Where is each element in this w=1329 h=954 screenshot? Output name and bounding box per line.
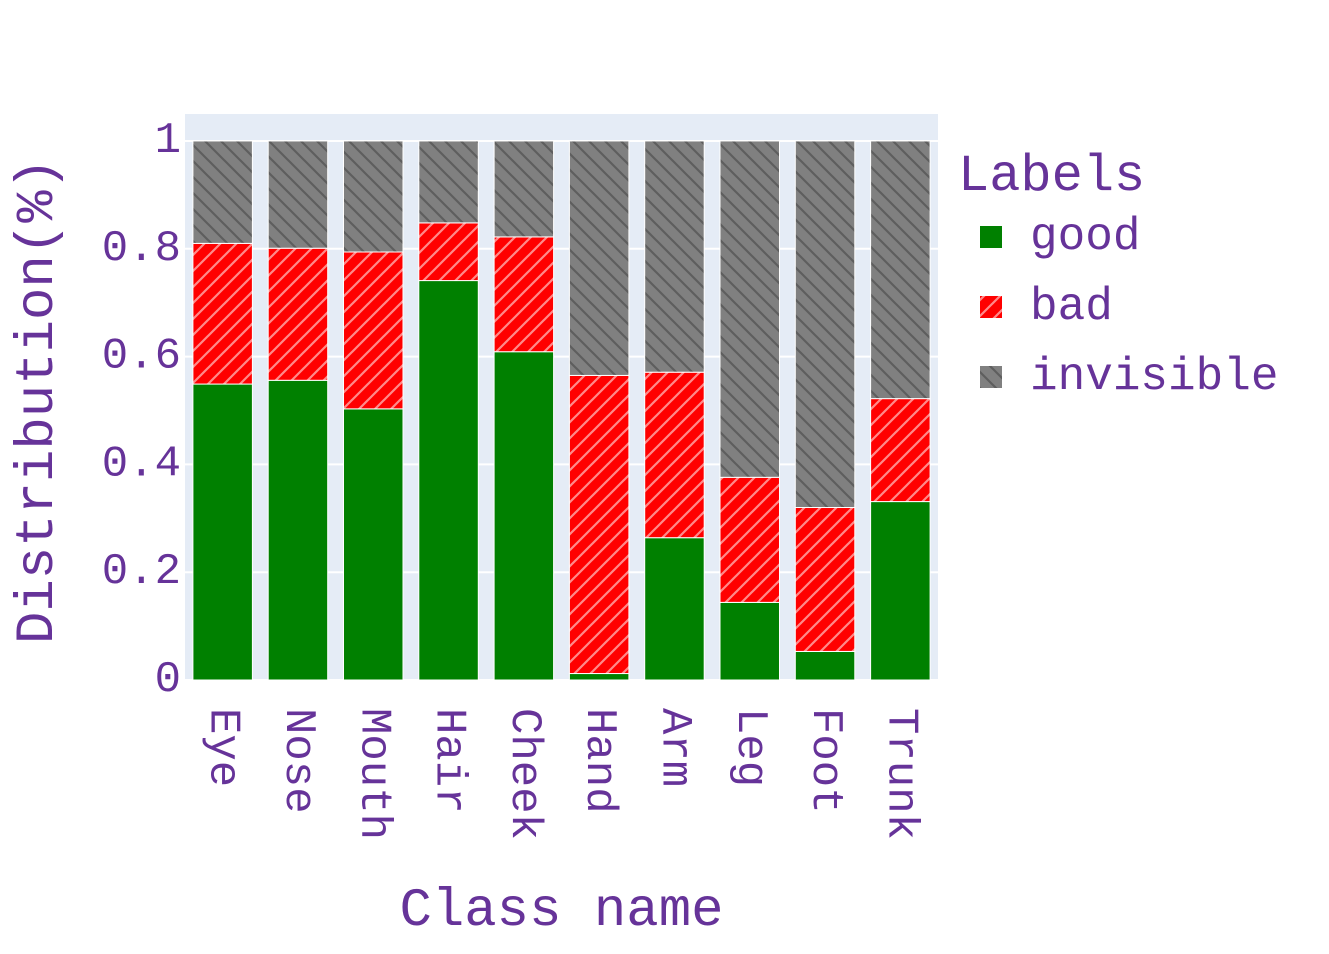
x-tick-label: Foot xyxy=(800,708,850,814)
y-tick-label: 0.4 xyxy=(102,439,181,489)
legend-items: good bad invisible xyxy=(980,211,1278,403)
bar-invisible-cheek xyxy=(493,140,555,238)
bar-good-mouth xyxy=(343,408,404,681)
bar-good-eye xyxy=(192,383,253,681)
bar-bad-mouth xyxy=(343,251,404,410)
bar-good-trunk xyxy=(870,501,931,681)
x-tick-label: Hair xyxy=(424,708,474,814)
legend-swatch-invisible xyxy=(980,366,1002,388)
bar-good-hand xyxy=(568,673,630,681)
legend-label: invisible xyxy=(1030,351,1278,403)
x-tick-label: Arm xyxy=(649,708,699,787)
x-tick-label: Mouth xyxy=(348,708,398,840)
bar-bad-arm xyxy=(644,371,705,539)
bars xyxy=(192,140,931,681)
legend-label: good xyxy=(1030,211,1140,263)
legend: Labels good bad invisible xyxy=(958,147,1278,403)
x-axis-label: Class name xyxy=(399,881,723,942)
x-tick-label: Hand xyxy=(574,708,624,814)
y-tick-labels: 0 0.2 0.4 0.6 0.8 1 xyxy=(102,116,181,705)
legend-item-invisible: invisible xyxy=(980,351,1278,403)
legend-swatch-good xyxy=(980,226,1002,248)
bar-invisible-nose xyxy=(267,140,329,249)
x-tick-label: Leg xyxy=(725,708,775,787)
bar-good-arm xyxy=(644,537,705,681)
legend-item-good: good xyxy=(980,211,1140,263)
bar-invisible-mouth xyxy=(343,140,404,253)
y-tick-label: 1 xyxy=(155,116,181,166)
bar-good-cheek xyxy=(493,351,555,681)
y-axis-label: Distribution(%) xyxy=(8,158,69,644)
legend-title: Labels xyxy=(958,147,1145,206)
bar-invisible-foot xyxy=(794,140,856,509)
bar-invisible-trunk xyxy=(870,140,931,400)
x-tick-label: Nose xyxy=(273,708,323,814)
bar-invisible-hair xyxy=(418,140,479,224)
y-tick-label: 0.2 xyxy=(102,547,181,597)
bar-good-leg xyxy=(719,601,780,681)
x-tick-labels: Eye Nose Mouth Hair Cheek Hand Arm Leg Foot Trunk xyxy=(198,708,926,840)
bar-invisible-arm xyxy=(644,140,705,373)
legend-item-bad: bad xyxy=(980,281,1113,333)
y-tick-label: 0.6 xyxy=(102,332,181,382)
bar-bad-trunk xyxy=(870,398,931,503)
bar-invisible-leg xyxy=(719,140,780,478)
x-tick-label: Trunk xyxy=(875,708,925,840)
bar-bad-cheek xyxy=(493,236,555,353)
bar-invisible-eye xyxy=(192,140,253,244)
bar-good-nose xyxy=(267,379,329,681)
bar-bad-hair xyxy=(418,222,479,282)
x-tick-label: Eye xyxy=(198,708,248,787)
bar-bad-hand xyxy=(568,374,630,675)
bar-invisible-hand xyxy=(568,140,630,376)
legend-swatch-bad xyxy=(980,296,1002,318)
y-tick-label: 0.8 xyxy=(102,224,181,274)
bar-bad-foot xyxy=(794,507,856,652)
bar-bad-nose xyxy=(267,247,329,381)
y-tick-label: 0 xyxy=(155,655,181,705)
bar-good-hair xyxy=(418,280,479,681)
bar-bad-eye xyxy=(192,242,253,385)
bar-bad-leg xyxy=(719,476,780,603)
legend-label: bad xyxy=(1030,281,1113,333)
x-tick-label: Cheek xyxy=(499,708,549,840)
bar-good-foot xyxy=(794,650,856,681)
